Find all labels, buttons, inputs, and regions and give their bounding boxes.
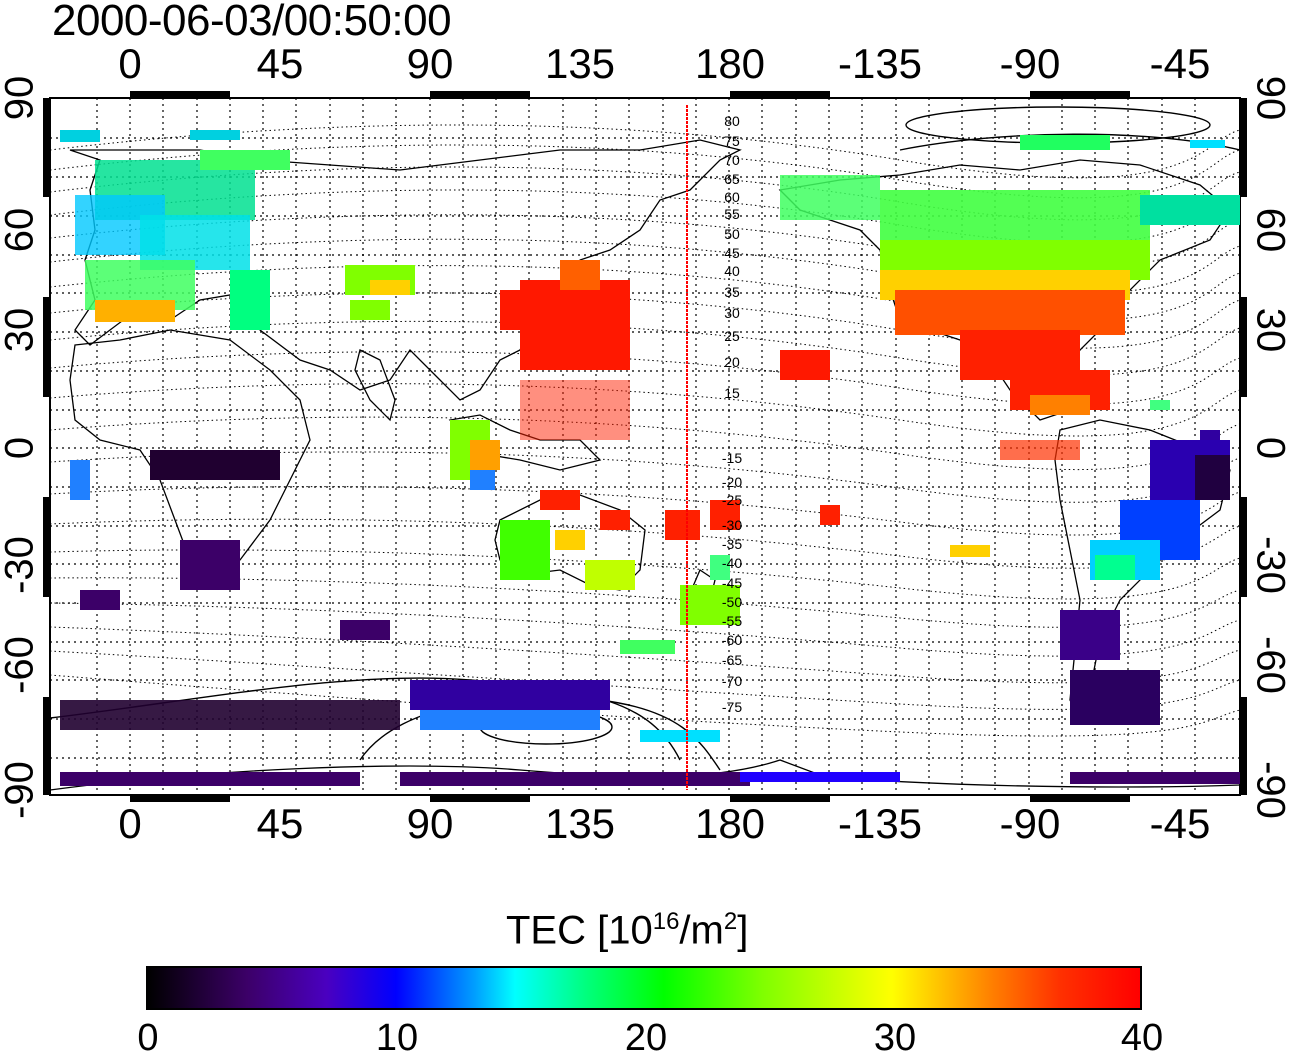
contour-label-6: 50 bbox=[724, 226, 740, 242]
colorbar-tick-3: 30 bbox=[874, 1017, 916, 1060]
lat-tick-left-3: 0 bbox=[0, 437, 43, 459]
contour-label-8: 40 bbox=[724, 263, 740, 279]
contour-label-16: -25 bbox=[722, 492, 742, 508]
lat-tick-left-6: -90 bbox=[0, 761, 43, 819]
contour-label-1: 75 bbox=[724, 133, 740, 149]
colorbar-title: TEC [1016/m2] bbox=[506, 908, 748, 953]
contour-label-7: 45 bbox=[724, 245, 740, 261]
lon-tick-bottom-6: -90 bbox=[1000, 800, 1061, 848]
lon-tick-top-5: -135 bbox=[838, 40, 922, 88]
contour-label-24: -65 bbox=[722, 652, 742, 668]
contour-label-0: 80 bbox=[724, 113, 740, 129]
contour-label-15: -20 bbox=[722, 474, 742, 490]
contour-label-11: 25 bbox=[724, 328, 740, 344]
contour-label-25: -70 bbox=[722, 673, 742, 689]
timestamp-title: 2000-06-03/00:50:00 bbox=[52, 0, 451, 46]
lon-tick-bottom-3: 135 bbox=[545, 800, 615, 848]
lon-tick-bottom-0: 0 bbox=[118, 800, 141, 848]
lon-tick-bottom-1: 45 bbox=[257, 800, 304, 848]
lon-tick-top-6: -90 bbox=[1000, 40, 1061, 88]
contour-label-22: -55 bbox=[722, 613, 742, 629]
lat-tick-right-5: -60 bbox=[1248, 636, 1292, 694]
lat-tick-left-0: 90 bbox=[0, 76, 43, 121]
colorbar-tick-4: 40 bbox=[1121, 1017, 1163, 1060]
contour-label-17: -30 bbox=[722, 517, 742, 533]
lat-tick-right-6: -90 bbox=[1248, 761, 1292, 819]
lat-tick-right-2: 30 bbox=[1248, 308, 1292, 353]
lat-tick-right-0: 90 bbox=[1248, 76, 1292, 121]
contour-label-13: 15 bbox=[724, 385, 740, 401]
contour-label-2: 70 bbox=[724, 152, 740, 168]
lat-tick-left-2: 30 bbox=[0, 308, 43, 353]
lat-tick-right-3: 0 bbox=[1248, 437, 1292, 459]
contour-label-12: 20 bbox=[724, 354, 740, 370]
contour-label-21: -50 bbox=[722, 594, 742, 610]
colorbar-tick-0: 0 bbox=[137, 1017, 158, 1060]
tec-world-map: 8075706560555045403530252015-15-20-25-30… bbox=[0, 0, 1292, 900]
contour-label-10: 30 bbox=[724, 305, 740, 321]
contour-label-20: -45 bbox=[722, 575, 742, 591]
contour-label-19: -40 bbox=[722, 555, 742, 571]
colorbar-tick-1: 10 bbox=[376, 1017, 418, 1060]
contour-label-5: 55 bbox=[724, 206, 740, 222]
lat-tick-right-1: 60 bbox=[1248, 208, 1292, 253]
lon-tick-bottom-5: -135 bbox=[838, 800, 922, 848]
lat-tick-left-4: -30 bbox=[0, 536, 43, 594]
lon-tick-top-7: -45 bbox=[1150, 40, 1211, 88]
contour-label-18: -35 bbox=[722, 536, 742, 552]
contour-label-26: -75 bbox=[722, 699, 742, 715]
lon-tick-top-1: 45 bbox=[257, 40, 304, 88]
lon-tick-top-0: 0 bbox=[118, 40, 141, 88]
colorbar-tick-2: 20 bbox=[625, 1017, 667, 1060]
contour-label-3: 65 bbox=[724, 171, 740, 187]
lon-tick-top-2: 90 bbox=[407, 40, 454, 88]
tec-colorbar bbox=[146, 966, 1142, 1010]
lon-tick-top-3: 135 bbox=[545, 40, 615, 88]
contour-label-9: 35 bbox=[724, 284, 740, 300]
contour-label-23: -60 bbox=[722, 632, 742, 648]
contour-label-4: 60 bbox=[724, 189, 740, 205]
lat-tick-left-1: 60 bbox=[0, 208, 43, 253]
lat-tick-left-5: -60 bbox=[0, 636, 43, 694]
contour-label-14: -15 bbox=[722, 450, 742, 466]
lat-tick-right-4: -30 bbox=[1248, 536, 1292, 594]
lon-tick-bottom-2: 90 bbox=[407, 800, 454, 848]
lon-tick-top-4: 180 bbox=[695, 40, 765, 88]
lon-tick-bottom-4: 180 bbox=[695, 800, 765, 848]
lon-tick-bottom-7: -45 bbox=[1150, 800, 1211, 848]
